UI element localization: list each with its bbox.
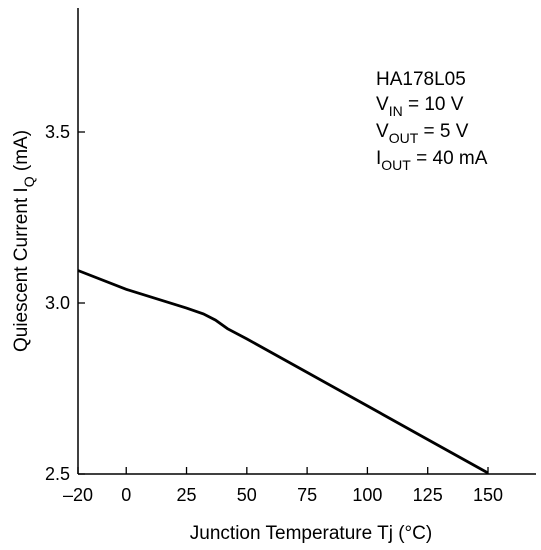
y-ticks: 2.5 3.0 3.5 [45,122,85,484]
x-tick-label: 50 [237,485,257,505]
x-tick-label: 125 [413,485,443,505]
y-axis-label-unit: (mA) [11,130,32,176]
x-tick-label: 100 [352,485,382,505]
y-tick-label: 3.5 [45,122,70,142]
series-line [77,269,489,475]
x-tick-label: 25 [177,485,197,505]
annotation-vout: VOUT = 5 V [376,121,469,146]
x-axis-label: Junction Temperature Tj (°C) [190,523,432,544]
y-axis-label-main: Quiescent Current I [11,187,32,352]
y-axis-label-sub: Q [21,176,37,187]
x-tick-label: –20 [63,485,93,505]
x-ticks: –20 0 25 50 75 100 125 150 [63,467,503,505]
y-axis-label: Quiescent Current IQ (mA) [11,130,37,352]
annotation-iout: IOUT = 40 mA [376,148,488,173]
y-tick-label: 3.0 [45,293,70,313]
x-tick-label: 150 [473,485,503,505]
annotation: HA178L05 VIN = 10 V VOUT = 5 V IOUT = 40… [376,69,488,173]
y-tick-label: 2.5 [45,464,70,484]
x-tick-label: 0 [121,485,131,505]
x-tick-label: 75 [297,485,317,505]
annotation-vin: VIN = 10 V [376,94,464,119]
annotation-device: HA178L05 [376,69,466,90]
